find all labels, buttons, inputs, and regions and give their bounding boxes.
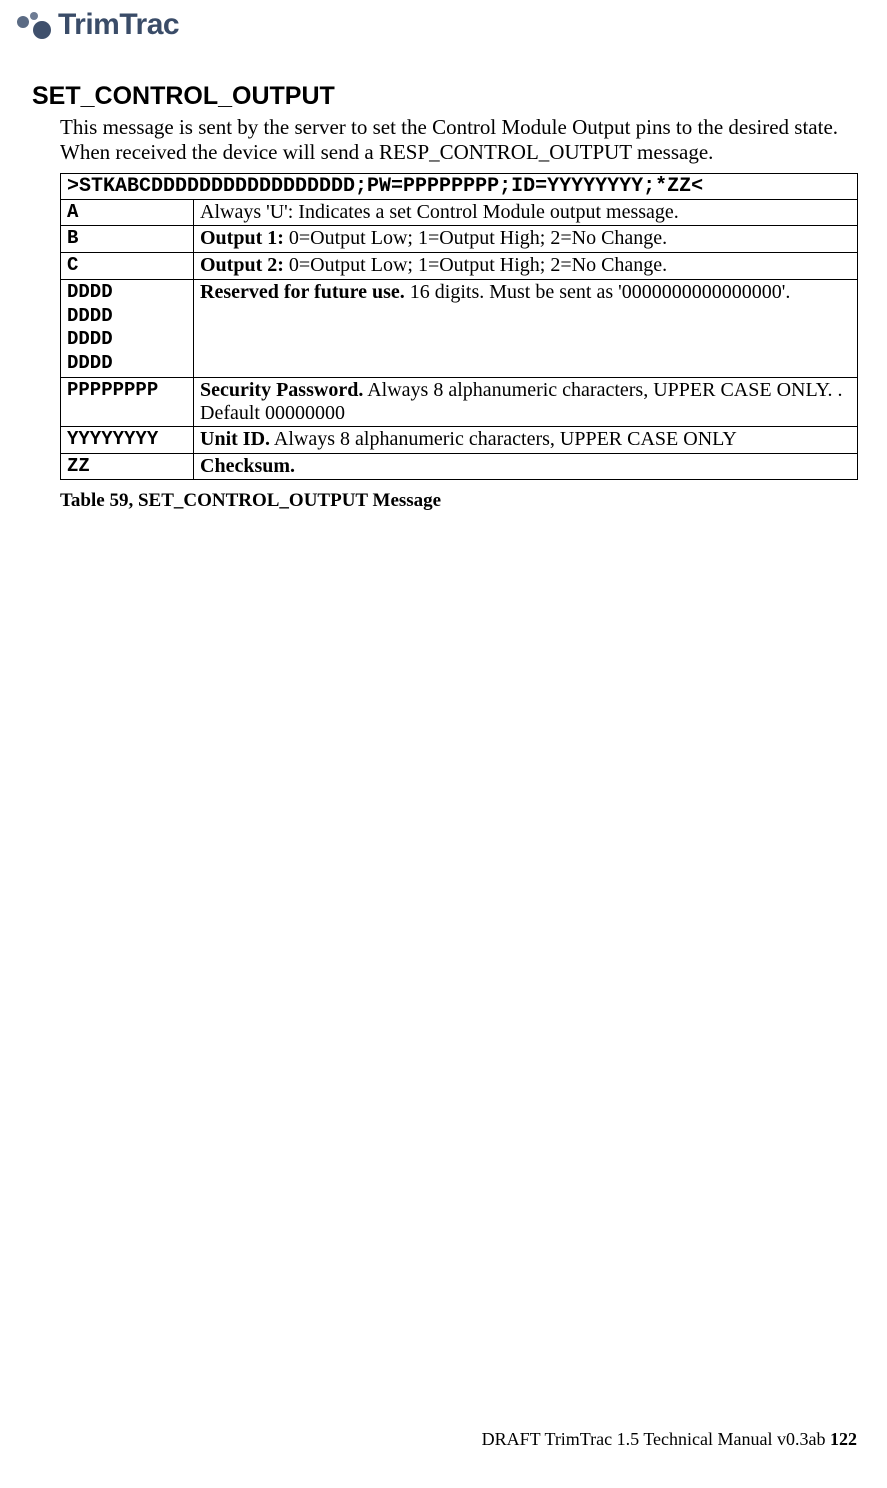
table-row: A Always 'U': Indicates a set Control Mo… xyxy=(61,199,858,226)
page-footer: DRAFT TrimTrac 1.5 Technical Manual v0.3… xyxy=(482,1429,857,1450)
table-row: ZZ Checksum. xyxy=(61,453,858,480)
field-desc: Output 1: 0=Output Low; 1=Output High; 2… xyxy=(194,226,858,253)
field-code: C xyxy=(61,253,194,280)
logo-text: TrimTrac xyxy=(58,8,179,42)
table-row: PPPPPPPP Security Password. Always 8 alp… xyxy=(61,377,858,426)
intro-paragraph: This message is sent by the server to se… xyxy=(60,115,857,165)
table-row: B Output 1: 0=Output Low; 1=Output High;… xyxy=(61,226,858,253)
field-code: A xyxy=(61,199,194,226)
table-row: C Output 2: 0=Output Low; 1=Output High;… xyxy=(61,253,858,280)
table-caption: Table 59, SET_CONTROL_OUTPUT Message xyxy=(60,490,857,512)
footer-text: DRAFT TrimTrac 1.5 Technical Manual v0.3… xyxy=(482,1429,830,1449)
field-desc: Unit ID. Always 8 alphanumeric character… xyxy=(194,426,858,453)
logo-icon xyxy=(16,12,54,40)
field-code: B xyxy=(61,226,194,253)
message-table: >STKABCDDDDDDDDDDDDDDDDD;PW=PPPPPPPP;ID=… xyxy=(60,173,858,481)
page-number: 122 xyxy=(830,1429,857,1449)
field-desc: Output 2: 0=Output Low; 1=Output High; 2… xyxy=(194,253,858,280)
logo: TrimTrac xyxy=(16,0,857,42)
field-desc: Always 'U': Indicates a set Control Modu… xyxy=(194,199,858,226)
field-code: PPPPPPPP xyxy=(61,377,194,426)
field-desc: Security Password. Always 8 alphanumeric… xyxy=(194,377,858,426)
field-code: YYYYYYYY xyxy=(61,426,194,453)
field-code: DDDDDDDDDDDDDDDD xyxy=(61,279,194,377)
syntax-row: >STKABCDDDDDDDDDDDDDDDDD;PW=PPPPPPPP;ID=… xyxy=(61,173,858,199)
page-title: SET_CONTROL_OUTPUT xyxy=(32,82,857,111)
field-desc: Reserved for future use. 16 digits. Must… xyxy=(194,279,858,377)
field-code: ZZ xyxy=(61,453,194,480)
field-desc: Checksum. xyxy=(194,453,858,480)
table-row: DDDDDDDDDDDDDDDD Reserved for future use… xyxy=(61,279,858,377)
table-row: YYYYYYYY Unit ID. Always 8 alphanumeric … xyxy=(61,426,858,453)
